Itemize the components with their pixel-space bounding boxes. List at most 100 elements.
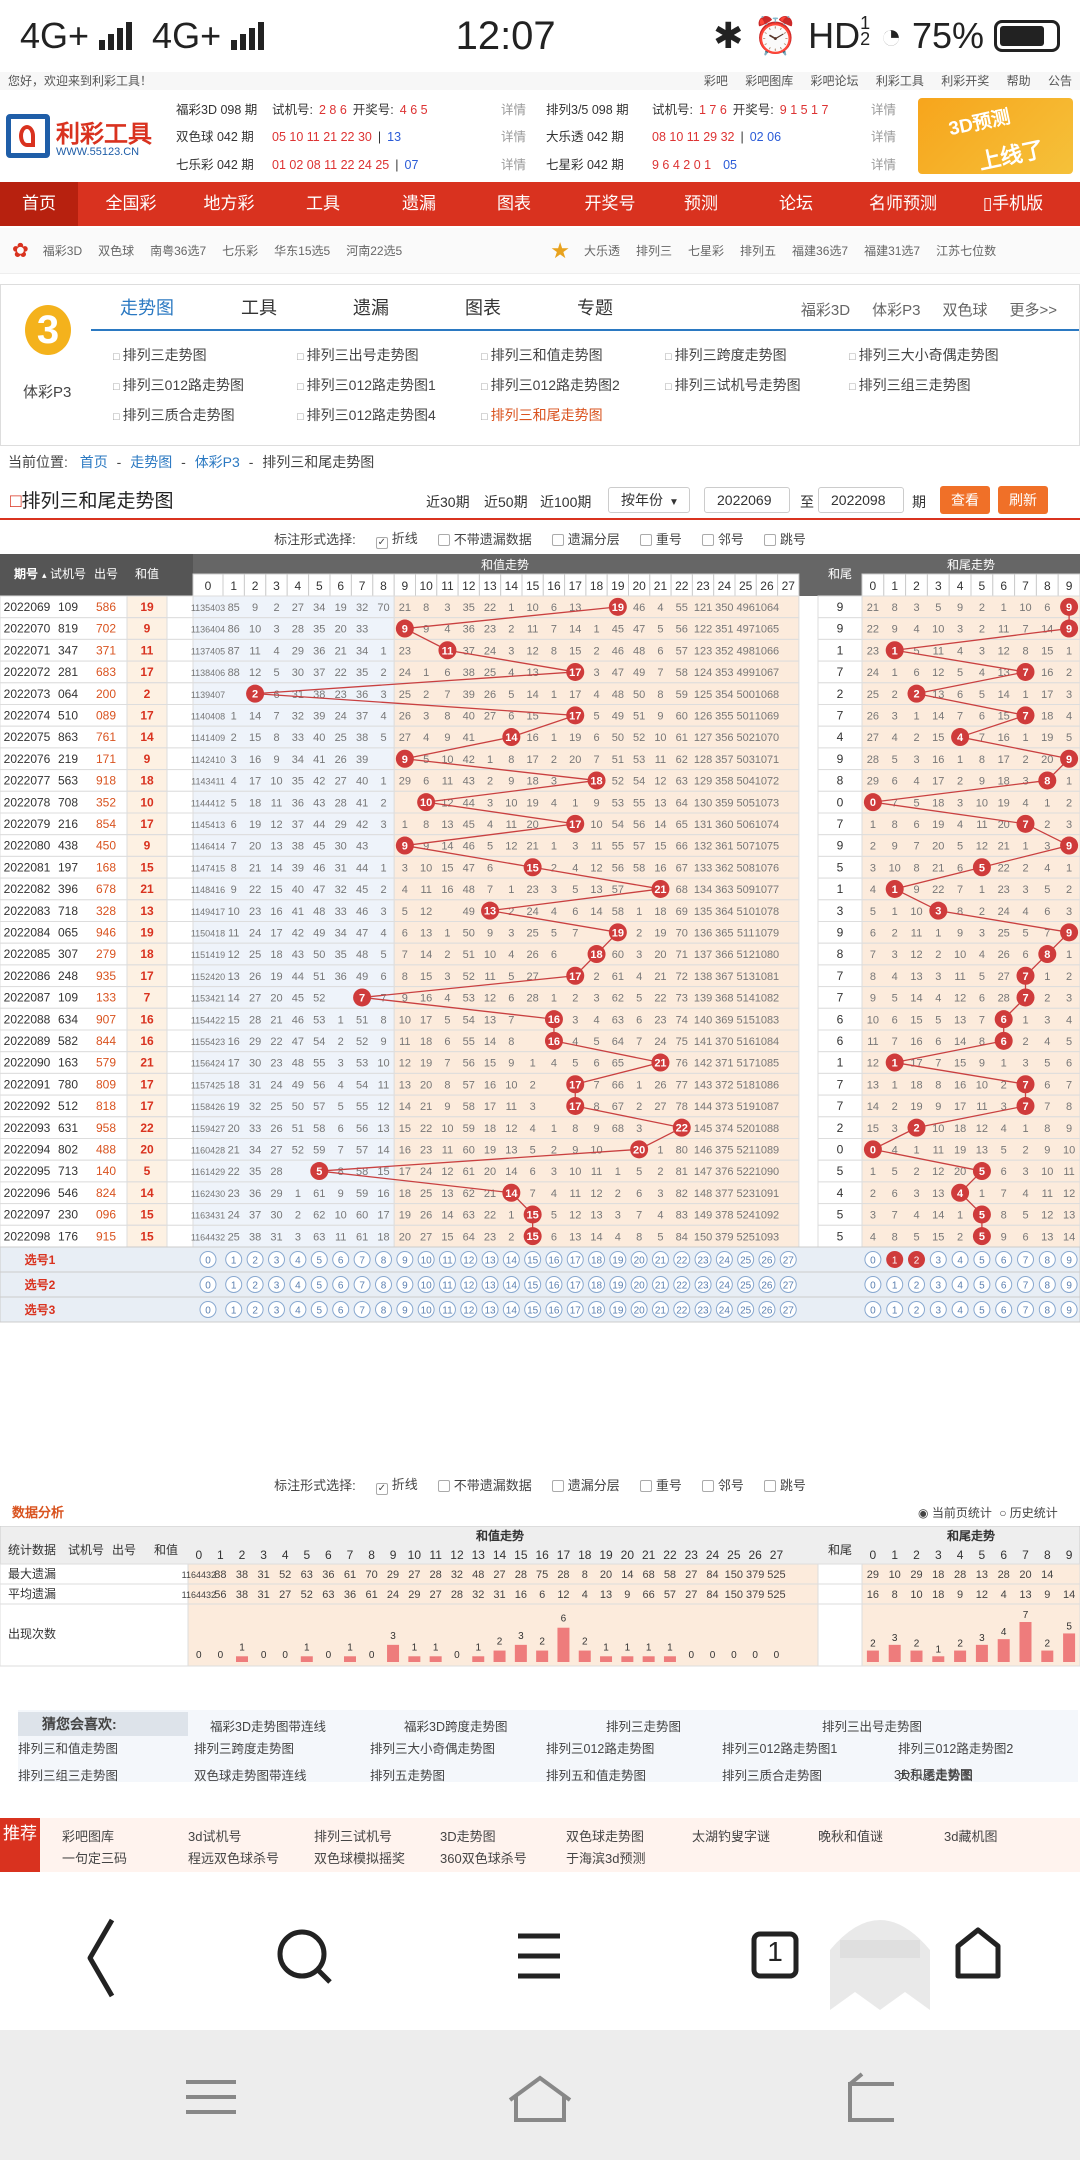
nav-item[interactable]: 地方彩 bbox=[203, 194, 255, 213]
detail-link[interactable]: 详情 bbox=[500, 103, 526, 117]
nav-item[interactable]: 名师预测 bbox=[869, 194, 937, 213]
nav-item[interactable]: 开奖号 bbox=[584, 194, 636, 213]
guess-link[interactable]: 福彩3D跨度走势图 bbox=[404, 1720, 508, 1734]
guess-link[interactable]: 3D和尾走势图 bbox=[894, 1768, 973, 1782]
guess-link[interactable]: 排列三组三走势图 bbox=[18, 1769, 119, 1783]
option-polyline[interactable]: ✓ 折线 bbox=[375, 1476, 418, 1495]
nav-item[interactable]: 论坛 bbox=[779, 194, 813, 213]
top-link[interactable]: 利彩开奖 bbox=[941, 74, 990, 88]
guess-link[interactable]: 排列三大小奇偶走势图 bbox=[370, 1742, 496, 1756]
subnav-link[interactable]: 排列三 bbox=[635, 244, 672, 258]
guess-link[interactable]: 双色球走势图带连线 bbox=[194, 1769, 307, 1783]
recommend-link[interactable]: 太湖钓叟字谜 bbox=[692, 1829, 771, 1844]
subnav-link[interactable]: 河南22选5 bbox=[346, 244, 403, 258]
recommend-link[interactable]: 双色球模拟摇奖 bbox=[314, 1851, 406, 1866]
option-adjacent[interactable]: 邻号 bbox=[701, 529, 744, 548]
recommend-link[interactable]: 一句定三码 bbox=[62, 1851, 128, 1866]
chart-link[interactable]: 排列三012路走势图4 bbox=[297, 405, 481, 425]
recommend-link[interactable]: 于海滨3d预测 bbox=[566, 1851, 646, 1866]
nav-item[interactable]: 遗漏 bbox=[402, 194, 436, 213]
guess-link[interactable]: 大乐透走势图 bbox=[898, 1769, 974, 1783]
recommend-link[interactable]: 彩吧图库 bbox=[62, 1829, 115, 1844]
subnav-link[interactable]: 福彩3D bbox=[42, 244, 83, 258]
detail-link[interactable]: 详情 bbox=[500, 157, 526, 172]
option-layered[interactable]: 遗漏分层 bbox=[551, 529, 620, 548]
guess-link[interactable]: 排列三跨度走势图 bbox=[194, 1742, 295, 1756]
refresh-button[interactable]: 刷新 bbox=[998, 486, 1048, 514]
chart-link[interactable]: 排列三质合走势图 bbox=[113, 405, 297, 425]
subnav-link[interactable]: 排列五 bbox=[740, 244, 777, 258]
query-button[interactable]: 查看 bbox=[940, 486, 990, 514]
option-no-missing[interactable]: 不带遗漏数据 bbox=[437, 529, 532, 548]
chart-link[interactable]: 排列三试机号走势图 bbox=[665, 375, 849, 395]
breadcrumb-link[interactable]: 体彩P3 bbox=[194, 454, 240, 470]
breadcrumb-link[interactable]: 首页 bbox=[79, 454, 108, 470]
tab-count[interactable]: 1 bbox=[767, 1936, 783, 1967]
period-50[interactable]: 近50期 bbox=[484, 494, 528, 510]
detail-link[interactable]: 详情 bbox=[870, 157, 896, 172]
guess-link[interactable]: 排列三012路走势图 bbox=[546, 1742, 655, 1756]
subnav-link[interactable]: 双色球 bbox=[98, 244, 135, 258]
detail-link[interactable]: 详情 bbox=[500, 130, 526, 145]
period-100[interactable]: 近100期 bbox=[540, 494, 592, 510]
top-link[interactable]: 帮助 bbox=[1006, 74, 1031, 88]
subnav-link[interactable]: 华东15选5 bbox=[274, 244, 331, 258]
chart-link-current[interactable]: 排列三和尾走势图 bbox=[481, 405, 665, 425]
recommend-link[interactable]: 晚秋和值谜 bbox=[818, 1829, 884, 1844]
recommend-link[interactable]: 程远双色球杀号 bbox=[188, 1851, 280, 1866]
top-link[interactable]: 利彩工具 bbox=[875, 74, 924, 88]
chart-link[interactable]: 排列三012路走势图1 bbox=[297, 375, 481, 395]
tab-charts[interactable]: 图表 bbox=[465, 298, 501, 318]
recommend-link[interactable]: 360双色球杀号 bbox=[440, 1851, 527, 1866]
recommend-link[interactable]: 3d藏机图 bbox=[944, 1829, 998, 1844]
option-jump[interactable]: 跳号 bbox=[763, 1475, 806, 1494]
panel-right-link[interactable]: 体彩P3 bbox=[872, 302, 921, 319]
tab-trend[interactable]: 走势图 bbox=[120, 298, 174, 318]
nav-item[interactable]: 预测 bbox=[684, 194, 718, 213]
subnav-link[interactable]: 七星彩 bbox=[688, 244, 725, 258]
chart-link[interactable]: 排列三和值走势图 bbox=[481, 345, 665, 365]
option-no-missing[interactable]: 不带遗漏数据 bbox=[437, 1475, 532, 1494]
nav-item[interactable]: 工具 bbox=[306, 194, 340, 213]
guess-link[interactable]: 福彩3D走势图带连线 bbox=[210, 1720, 326, 1734]
top-link[interactable]: 公告 bbox=[1047, 74, 1072, 88]
detail-link[interactable]: 详情 bbox=[870, 103, 896, 117]
subnav-link[interactable]: 福建31选7 bbox=[864, 244, 921, 258]
guess-link[interactable]: 排列三012路走势图1 bbox=[722, 1742, 838, 1756]
subnav-link[interactable]: 南粤36选7 bbox=[150, 244, 207, 258]
top-link[interactable]: 彩吧 bbox=[703, 74, 728, 88]
to-period-input[interactable]: 2022098 bbox=[818, 487, 904, 513]
subnav-link[interactable]: 七乐彩 bbox=[222, 244, 259, 258]
guess-link[interactable]: 排列三走势图 bbox=[606, 1720, 682, 1734]
period-30[interactable]: 近30期 bbox=[426, 494, 470, 510]
guess-link[interactable]: 排列五走势图 bbox=[370, 1769, 446, 1783]
guess-link[interactable]: 排列三出号走势图 bbox=[822, 1720, 923, 1734]
prediction-banner[interactable]: 3D预测 上线了 bbox=[918, 98, 1073, 175]
option-repeat[interactable]: 重号 bbox=[639, 1475, 682, 1494]
recommend-link[interactable]: 双色球走势图 bbox=[566, 1829, 645, 1844]
panel-right-link[interactable]: 双色球 bbox=[942, 302, 988, 319]
subnav-link[interactable]: 江苏七位数 bbox=[936, 244, 997, 258]
guess-link[interactable]: 排列三和值走势图 bbox=[18, 1742, 119, 1756]
chart-link[interactable]: 排列三出号走势图 bbox=[297, 345, 481, 365]
option-repeat[interactable]: 重号 bbox=[639, 529, 682, 548]
top-link[interactable]: 彩吧图库 bbox=[745, 74, 794, 88]
from-period-input[interactable]: 2022069 bbox=[704, 487, 790, 513]
recommend-link[interactable]: 排列三试机号 bbox=[314, 1829, 393, 1844]
option-jump[interactable]: 跳号 bbox=[763, 529, 806, 548]
nav-item[interactable]: 首页 bbox=[0, 182, 78, 226]
year-select[interactable]: 按年份 ▼ bbox=[608, 487, 690, 513]
tab-missing[interactable]: 遗漏 bbox=[353, 298, 389, 318]
chart-link[interactable]: 排列三走势图 bbox=[113, 345, 297, 365]
breadcrumb-link[interactable]: 走势图 bbox=[130, 454, 173, 470]
radio-history[interactable]: ○ 历史统计 bbox=[999, 1506, 1058, 1520]
radio-current[interactable]: ◉ 当前页统计 bbox=[918, 1506, 992, 1520]
detail-link[interactable]: 详情 bbox=[870, 130, 896, 145]
nav-item[interactable]: 全国彩 bbox=[105, 194, 157, 213]
panel-right-link[interactable]: 福彩3D bbox=[800, 302, 851, 319]
subnav-link[interactable]: 大乐透 bbox=[583, 244, 620, 258]
option-adjacent[interactable]: 邻号 bbox=[701, 1475, 744, 1494]
chart-link[interactable]: 排列三大小奇偶走势图 bbox=[849, 345, 1033, 365]
top-link[interactable]: 彩吧论坛 bbox=[810, 74, 859, 88]
subnav-link[interactable]: 福建36选7 bbox=[792, 244, 849, 258]
